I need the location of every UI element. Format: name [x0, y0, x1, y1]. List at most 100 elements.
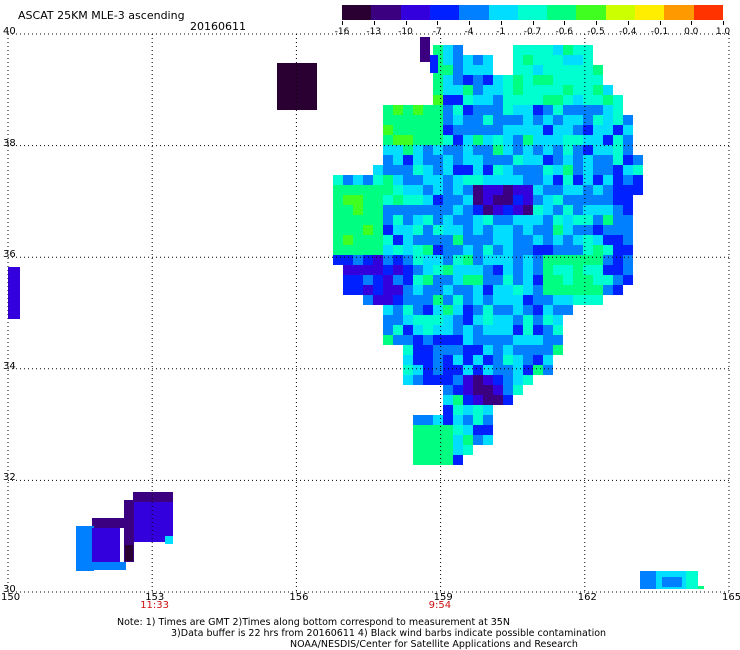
note-line-1: Note: 1) Times are GMT 2)Times along bot… — [117, 617, 510, 628]
swath-cell — [363, 255, 373, 265]
swath-cell — [343, 265, 353, 275]
swath-cell — [443, 55, 453, 65]
swath-cell — [623, 245, 633, 255]
swath-cell — [523, 335, 533, 345]
swath-cell — [593, 175, 603, 185]
swath-cell — [603, 155, 613, 165]
swath-cell — [503, 265, 513, 275]
swath-cell — [493, 95, 503, 105]
swath-cell — [473, 75, 483, 85]
swath-cell — [543, 195, 553, 205]
swath-cell — [383, 275, 393, 285]
swath-cell — [533, 65, 543, 75]
swath-cell — [373, 225, 383, 235]
swath-cell — [523, 115, 533, 125]
swath-cell — [553, 155, 563, 165]
swath-cell — [623, 215, 633, 225]
swath-cell — [463, 405, 473, 415]
swath-cell — [513, 95, 523, 105]
swath-cell — [483, 95, 493, 105]
swath-cell — [613, 205, 623, 215]
colorbar-segment — [429, 5, 460, 20]
swath-cell — [523, 155, 533, 165]
swath-cell — [433, 225, 443, 235]
swath-cell — [553, 115, 563, 125]
swath-cell — [553, 205, 563, 215]
swath-cell — [593, 265, 603, 275]
swath-cell — [698, 586, 704, 589]
swath-cell — [403, 225, 413, 235]
swath-cell — [363, 265, 373, 275]
swath-cell — [413, 335, 423, 345]
swath-cell — [473, 235, 483, 245]
swath-cell — [513, 375, 523, 385]
swath-cell — [593, 205, 603, 215]
swath-cell — [533, 95, 543, 105]
swath-cell — [543, 95, 553, 105]
swath-cell — [353, 185, 363, 195]
swath-cell — [483, 75, 493, 85]
swath-cell — [613, 115, 623, 125]
swath-cell — [603, 105, 613, 115]
swath-cell — [403, 135, 413, 145]
swath-cell — [383, 195, 393, 205]
swath-cell — [613, 275, 623, 285]
swath-cell — [483, 65, 493, 75]
swath-cell — [553, 165, 563, 175]
swath-cell — [473, 165, 483, 175]
swath-cell — [92, 528, 120, 562]
swath-cell — [413, 435, 423, 445]
swath-cell — [503, 235, 513, 245]
swath-cell — [473, 285, 483, 295]
swath-cell — [513, 325, 523, 335]
swath-cell — [403, 235, 413, 245]
swath-cell — [433, 235, 443, 245]
swath-cell — [523, 175, 533, 185]
swath-cell — [613, 105, 623, 115]
swath-cell — [483, 55, 493, 65]
swath-cell — [463, 175, 473, 185]
swath-cell — [523, 195, 533, 205]
swath-cell — [513, 45, 523, 55]
swath-cell — [493, 135, 503, 145]
swath-cell — [403, 285, 413, 295]
swath-cell — [543, 235, 553, 245]
swath-cell — [453, 425, 463, 435]
swath-cell — [493, 315, 503, 325]
swath-cell — [473, 265, 483, 275]
swath-cell — [453, 95, 463, 105]
swath-cell — [463, 375, 473, 385]
swath-cell — [543, 65, 553, 75]
swath-cell — [523, 315, 533, 325]
swath-cell — [403, 375, 413, 385]
swath-cell — [463, 235, 473, 245]
swath-cell — [443, 215, 453, 225]
swath-cell — [513, 165, 523, 175]
swath-cell — [640, 571, 656, 589]
swath-cell — [623, 135, 633, 145]
swath-cell — [553, 285, 563, 295]
swath-cell — [503, 85, 513, 95]
swath-cell — [423, 155, 433, 165]
swath-cell — [393, 125, 403, 135]
swath-cell — [423, 285, 433, 295]
swath-cell — [473, 185, 483, 195]
swath-cell — [583, 55, 593, 65]
colorbar-label: -0.7 — [523, 27, 542, 37]
swath-cell — [573, 115, 583, 125]
swath-cell — [583, 65, 593, 75]
swath-cell — [413, 275, 423, 285]
swath-cell — [353, 265, 363, 275]
swath-cell — [483, 285, 493, 295]
swath-cell — [443, 335, 453, 345]
swath-cell — [553, 85, 563, 95]
swath-cell — [553, 75, 563, 85]
swath-cell — [503, 355, 513, 365]
swath-cell — [433, 85, 443, 95]
swath-cell — [383, 135, 393, 145]
swath-cell — [483, 275, 493, 285]
swath-cell — [603, 135, 613, 145]
swath-cell — [463, 255, 473, 265]
swath-cell — [563, 225, 573, 235]
